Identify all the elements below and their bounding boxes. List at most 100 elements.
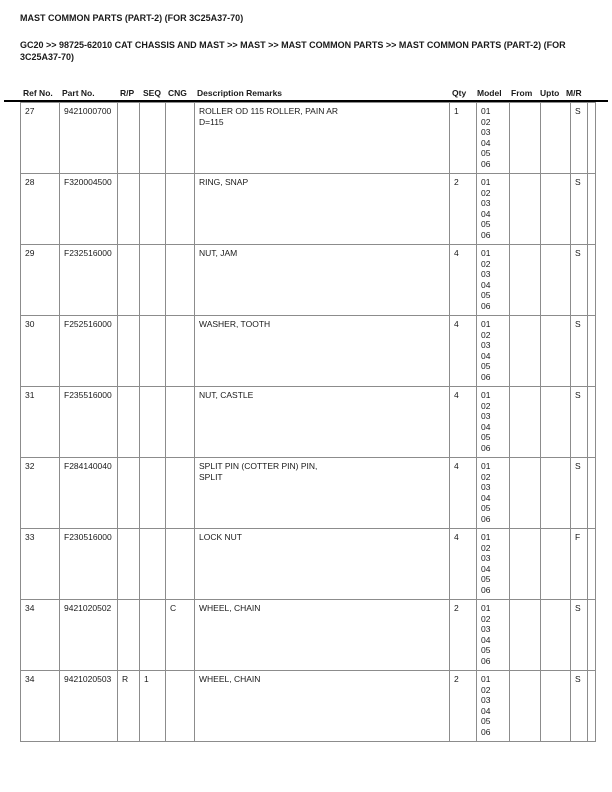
model-line: 01	[481, 106, 491, 116]
column-header-rp: R/P	[120, 88, 135, 98]
mr-cell: S	[570, 315, 588, 387]
upto-cell	[540, 102, 571, 174]
seq-cell	[139, 315, 166, 387]
spacer-cell	[587, 599, 596, 671]
model-line: 03	[481, 695, 491, 705]
upto-cell	[540, 670, 571, 742]
ref-no-cell: 31	[20, 386, 60, 458]
ref-no-cell: 30	[20, 315, 60, 387]
rp-cell	[117, 528, 140, 600]
qty-cell: 4	[449, 457, 477, 529]
model-line: 03	[481, 340, 491, 350]
rp-cell	[117, 386, 140, 458]
model-line: 01	[481, 177, 491, 187]
rp-cell	[117, 315, 140, 387]
spacer-cell	[587, 244, 596, 316]
mr-cell: S	[570, 244, 588, 316]
model-cell: 01 02 03 04 05 06	[476, 386, 510, 458]
table-row: 34 9421020503 R 1 WHEEL, CHAIN 2 01 02 03 0…	[20, 670, 596, 742]
description-cell: RING, SNAP	[194, 173, 450, 245]
table-row: 31 F235516000 NUT, CASTLE 4 01 02 03 04 05 06…	[20, 386, 596, 458]
parts-table: 27 9421000700 ROLLER OD 115 ROLLER, PAIN…	[20, 102, 596, 742]
model-line: 04	[481, 350, 491, 361]
from-cell	[509, 457, 541, 529]
model-cell: 01 02 03 04 05 06	[476, 244, 510, 316]
cng-cell: C	[165, 599, 195, 671]
model-line: 03	[481, 411, 491, 421]
model-line: 05	[481, 645, 491, 655]
part-no-cell: 9421000700	[59, 102, 118, 174]
desc-line: NUT, CASTLE	[199, 390, 254, 400]
model-line: 04	[481, 563, 491, 574]
table-row: 29 F232516000 NUT, JAM 4 01 02 03 04 05 06 S	[20, 244, 596, 316]
mr-cell: S	[570, 102, 588, 174]
mr-cell: S	[570, 670, 588, 742]
column-header-mr: M/R	[566, 88, 582, 98]
model-line: 06	[481, 513, 491, 524]
seq-cell: 1	[139, 670, 166, 742]
model-line: 05	[481, 574, 491, 584]
seq-cell	[139, 386, 166, 458]
model-line: 02	[481, 258, 491, 269]
mr-cell: S	[570, 173, 588, 245]
model-cell: 01 02 03 04 05 06	[476, 315, 510, 387]
from-cell	[509, 315, 541, 387]
mr-cell: F	[570, 528, 588, 600]
ref-no-cell: 27	[20, 102, 60, 174]
upto-cell	[540, 244, 571, 316]
mr-cell: S	[570, 457, 588, 529]
ref-no-cell: 34	[20, 599, 60, 671]
from-cell	[509, 528, 541, 600]
description-cell: SPLIT PIN (COTTER PIN) PIN, SPLIT	[194, 457, 450, 529]
model-line: 02	[481, 116, 491, 127]
qty-cell: 4	[449, 315, 477, 387]
ref-no-cell: 28	[20, 173, 60, 245]
model-line: 06	[481, 584, 491, 595]
spacer-cell	[587, 315, 596, 387]
cng-cell	[165, 315, 195, 387]
description-cell: WASHER, TOOTH	[194, 315, 450, 387]
model-line: 03	[481, 269, 491, 279]
rp-cell	[117, 599, 140, 671]
qty-cell: 1	[449, 102, 477, 174]
from-cell	[509, 670, 541, 742]
desc-line: ROLLER OD 115 ROLLER, PAIN AR	[199, 106, 339, 116]
model-line: 04	[481, 137, 491, 148]
qty-cell: 2	[449, 670, 477, 742]
model-line: 06	[481, 655, 491, 666]
rp-cell	[117, 244, 140, 316]
upto-cell	[540, 599, 571, 671]
ref-no-cell: 33	[20, 528, 60, 600]
model-line: 04	[481, 705, 491, 716]
model-line: 02	[481, 471, 491, 482]
ref-no-cell: 32	[20, 457, 60, 529]
model-line: 01	[481, 603, 491, 613]
model-line: 05	[481, 148, 491, 158]
desc-line: D=115	[199, 116, 224, 127]
upto-cell	[540, 386, 571, 458]
rp-cell: R	[117, 670, 140, 742]
spacer-cell	[587, 102, 596, 174]
model-line: 06	[481, 229, 491, 240]
page-title: MAST COMMON PARTS (PART-2) (FOR 3C25A37-…	[20, 13, 244, 23]
spacer-cell	[587, 173, 596, 245]
qty-cell: 2	[449, 173, 477, 245]
desc-line: LOCK NUT	[199, 532, 242, 542]
model-line: 04	[481, 279, 491, 290]
rp-cell	[117, 102, 140, 174]
spacer-cell	[587, 528, 596, 600]
model-cell: 01 02 03 04 05 06	[476, 173, 510, 245]
model-line: 05	[481, 503, 491, 513]
part-no-cell: F235516000	[59, 386, 118, 458]
desc-line: SPLIT	[199, 471, 223, 482]
ref-no-cell: 34	[20, 670, 60, 742]
desc-line: NUT, JAM	[199, 248, 238, 258]
model-line: 02	[481, 684, 491, 695]
model-line: 04	[481, 421, 491, 432]
desc-line: RING, SNAP	[199, 177, 249, 187]
desc-line: SPLIT PIN (COTTER PIN) PIN,	[199, 461, 318, 471]
column-header-model: Model	[477, 88, 502, 98]
model-line: 06	[481, 158, 491, 169]
spacer-cell	[587, 670, 596, 742]
